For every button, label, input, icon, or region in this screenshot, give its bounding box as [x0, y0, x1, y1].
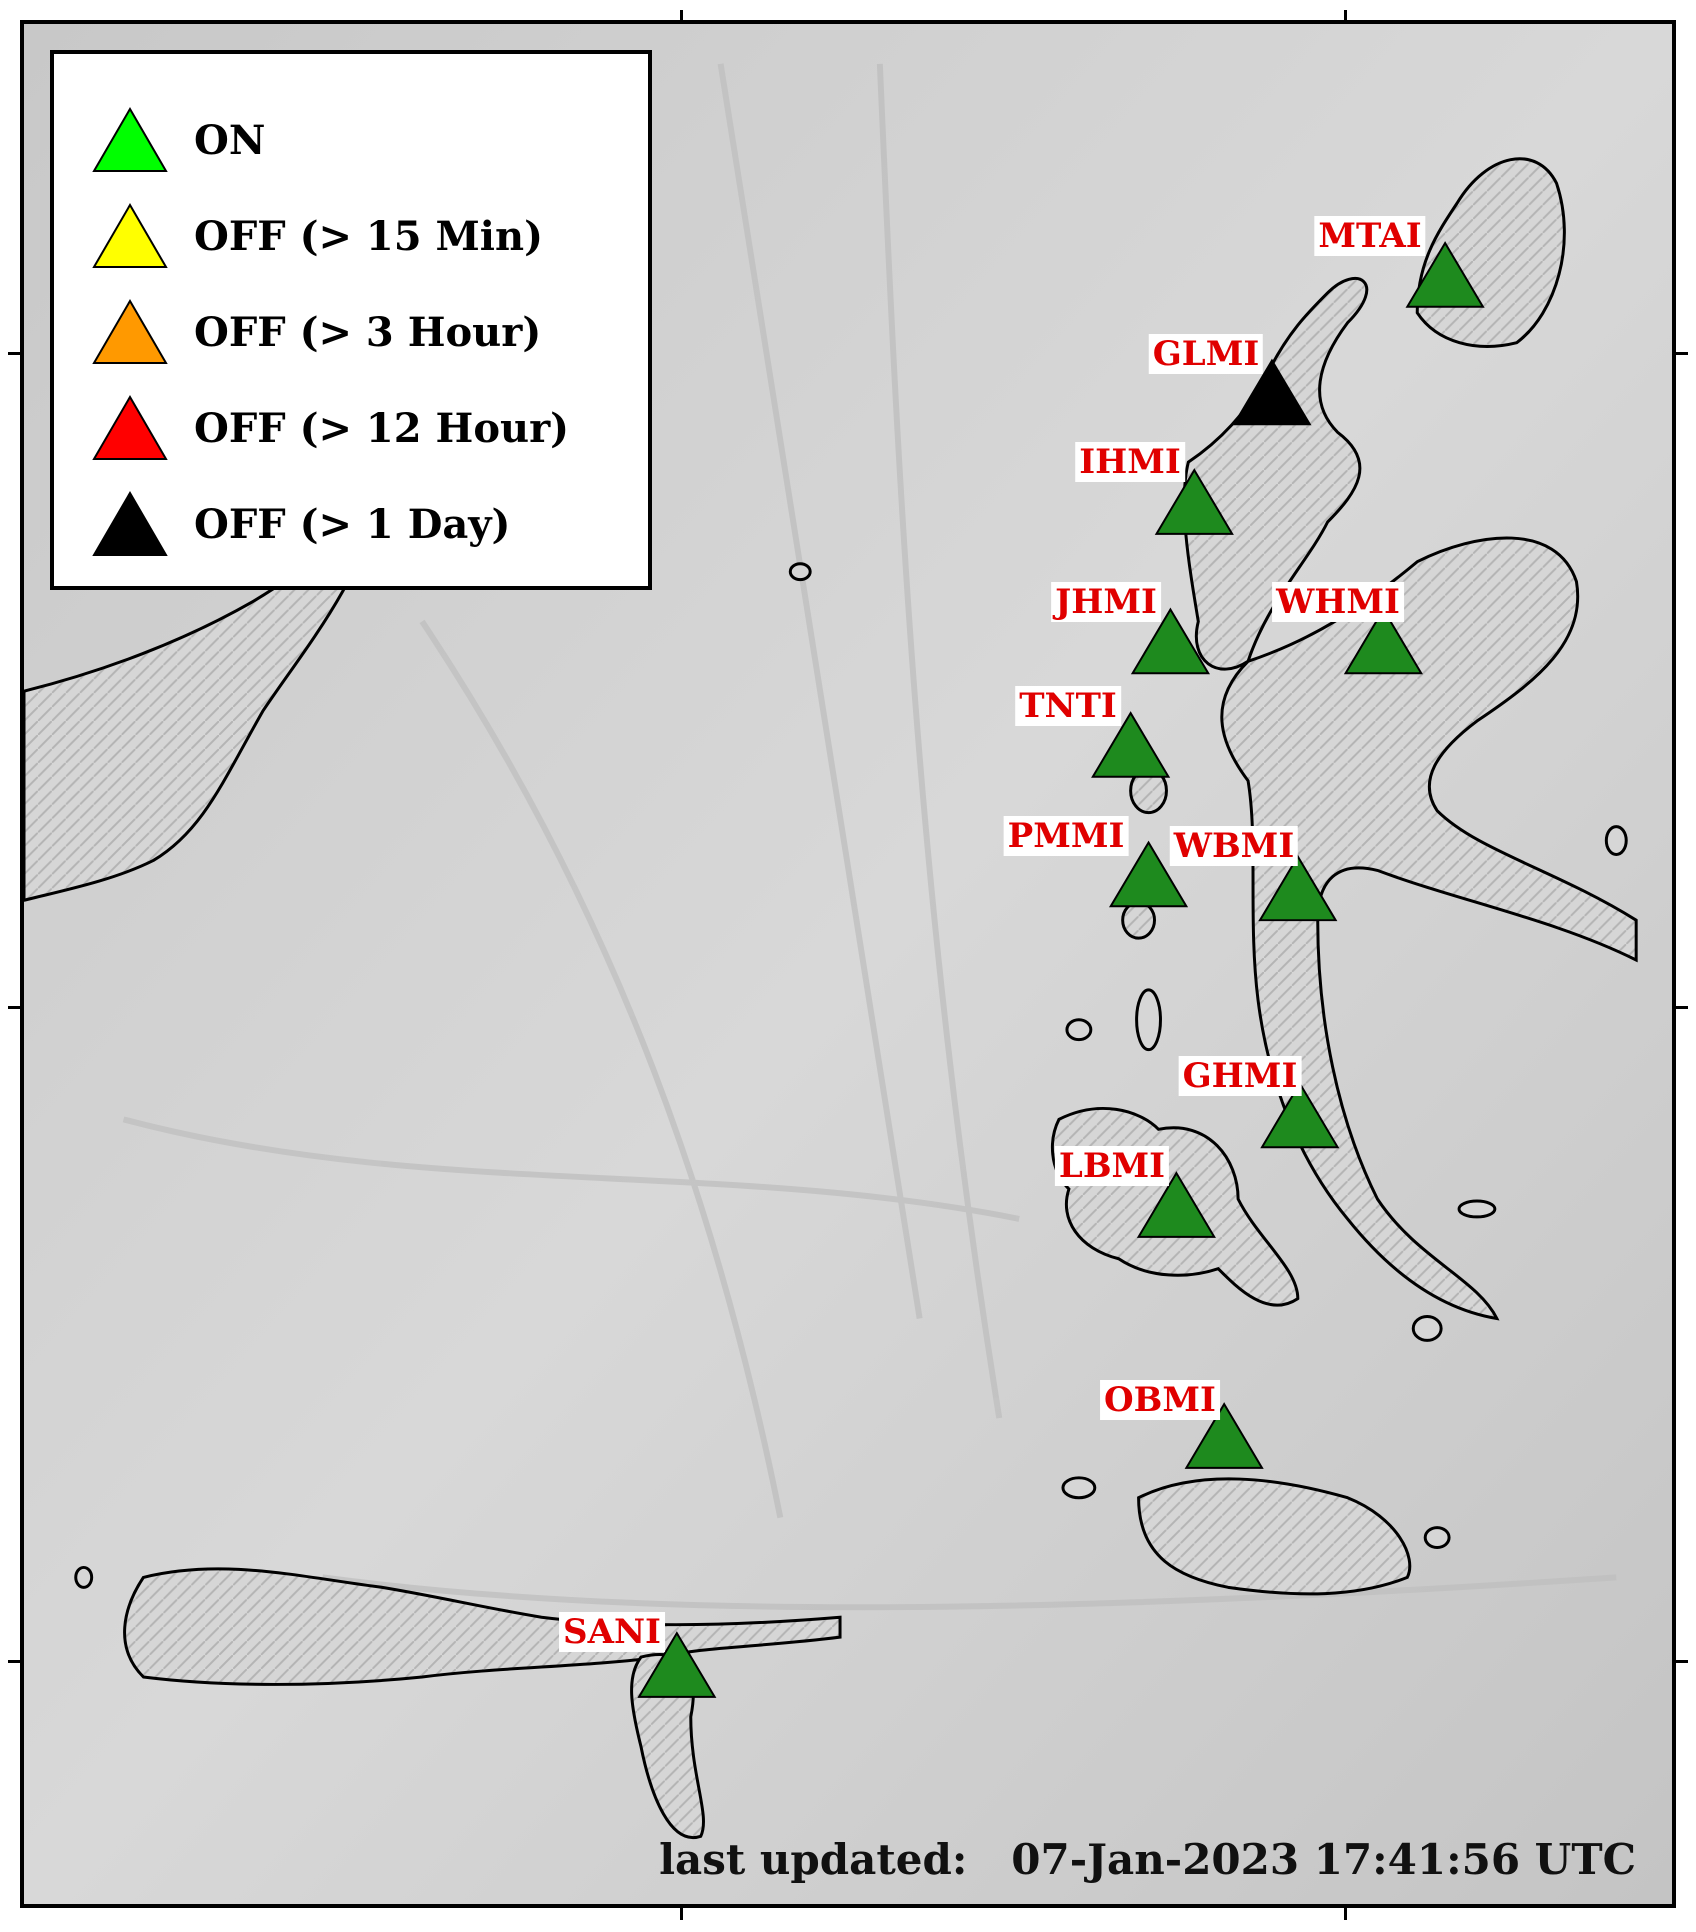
station-label-ihmi: IHMI: [1075, 442, 1185, 482]
legend-label: OFF (> 1 Day): [194, 500, 511, 548]
legend-label: OFF (> 3 Hour): [194, 308, 542, 356]
land-tidore: [1121, 900, 1157, 940]
legend-label: OFF (> 12 Hour): [194, 404, 570, 452]
land-obi: [1137, 1477, 1412, 1596]
last-updated-label: last updated:: [659, 1835, 968, 1884]
tick-left-1: [8, 352, 20, 355]
tick-top-1: [680, 10, 683, 22]
station-marker-wbmi[interactable]: [1258, 854, 1338, 922]
station-label-tnti: TNTI: [1015, 686, 1121, 726]
station-marker-tnti[interactable]: [1091, 711, 1171, 778]
station-marker-obmi[interactable]: [1184, 1402, 1264, 1469]
station-label-pmmi: PMMI: [1003, 816, 1129, 856]
land-halmahera-east: [1220, 536, 1638, 1321]
last-updated: last updated: 07-Jan-2023 17:41:56 UTC: [659, 1835, 1636, 1884]
station-markers: [637, 241, 1485, 1698]
station-label-glmi: GLMI: [1148, 334, 1264, 374]
station-marker-lbmi[interactable]: [1136, 1171, 1216, 1238]
tick-top-2: [1344, 10, 1347, 22]
tick-bottom-2: [1344, 1908, 1347, 1920]
station-marker-mtai[interactable]: [1405, 241, 1485, 308]
station-marker-whmi[interactable]: [1343, 607, 1423, 675]
tick-right-3: [1676, 1660, 1688, 1663]
station-marker-glmi[interactable]: [1232, 358, 1312, 426]
station-label-wbmi: WBMI: [1169, 826, 1299, 866]
seafloor-relief: [122, 63, 1617, 1611]
tick-right-2: [1676, 1006, 1688, 1009]
station-marker-pmmi[interactable]: [1108, 840, 1189, 908]
last-updated-timestamp: 07-Jan-2023 17:41:56 UTC: [1011, 1835, 1636, 1884]
tick-left-3: [8, 1660, 20, 1663]
station-label-lbmi: LBMI: [1054, 1146, 1170, 1186]
legend-triangle-icon: [92, 203, 168, 268]
last-updated-sep: [982, 1835, 997, 1884]
legend-triangle-icon: [92, 491, 168, 556]
station-label-ghmi: GHMI: [1178, 1056, 1302, 1096]
legend-label: ON: [194, 116, 266, 164]
legend-row-off-1-day: OFF (> 1 Day): [90, 484, 510, 564]
station-marker-ghmi[interactable]: [1260, 1081, 1340, 1149]
station-marker-jhmi[interactable]: [1130, 607, 1210, 675]
legend-row-off-15-min: OFF (> 15 Min): [90, 196, 543, 276]
legend-row-off-3-hour: OFF (> 3 Hour): [90, 292, 541, 372]
tick-right-1: [1676, 352, 1688, 355]
station-label-mtai: MTAI: [1314, 216, 1426, 256]
station-label-jhmi: JHMI: [1051, 582, 1161, 622]
legend-label: OFF (> 15 Min): [194, 212, 544, 260]
station-label-whmi: WHMI: [1272, 582, 1404, 622]
legend-triangle-icon: [92, 107, 168, 172]
station-marker-sani[interactable]: [637, 1631, 717, 1698]
station-label-sani: SANI: [559, 1612, 665, 1652]
legend-triangle-icon: [92, 395, 168, 460]
station-marker-ihmi[interactable]: [1154, 468, 1234, 535]
legend-row-off-12-hour: OFF (> 12 Hour): [90, 388, 569, 468]
legend-triangle-icon: [92, 299, 168, 364]
tick-left-2: [8, 1006, 20, 1009]
islets: [74, 562, 1628, 1589]
land-nw-sulawesi: [24, 490, 385, 902]
tick-bottom-1: [680, 1908, 683, 1920]
legend: ON OFF (> 15 Min) OFF (> 3 Hour) OFF (> …: [50, 50, 652, 590]
legend-row-on: ON: [90, 100, 265, 180]
station-label-obmi: OBMI: [1100, 1380, 1220, 1420]
